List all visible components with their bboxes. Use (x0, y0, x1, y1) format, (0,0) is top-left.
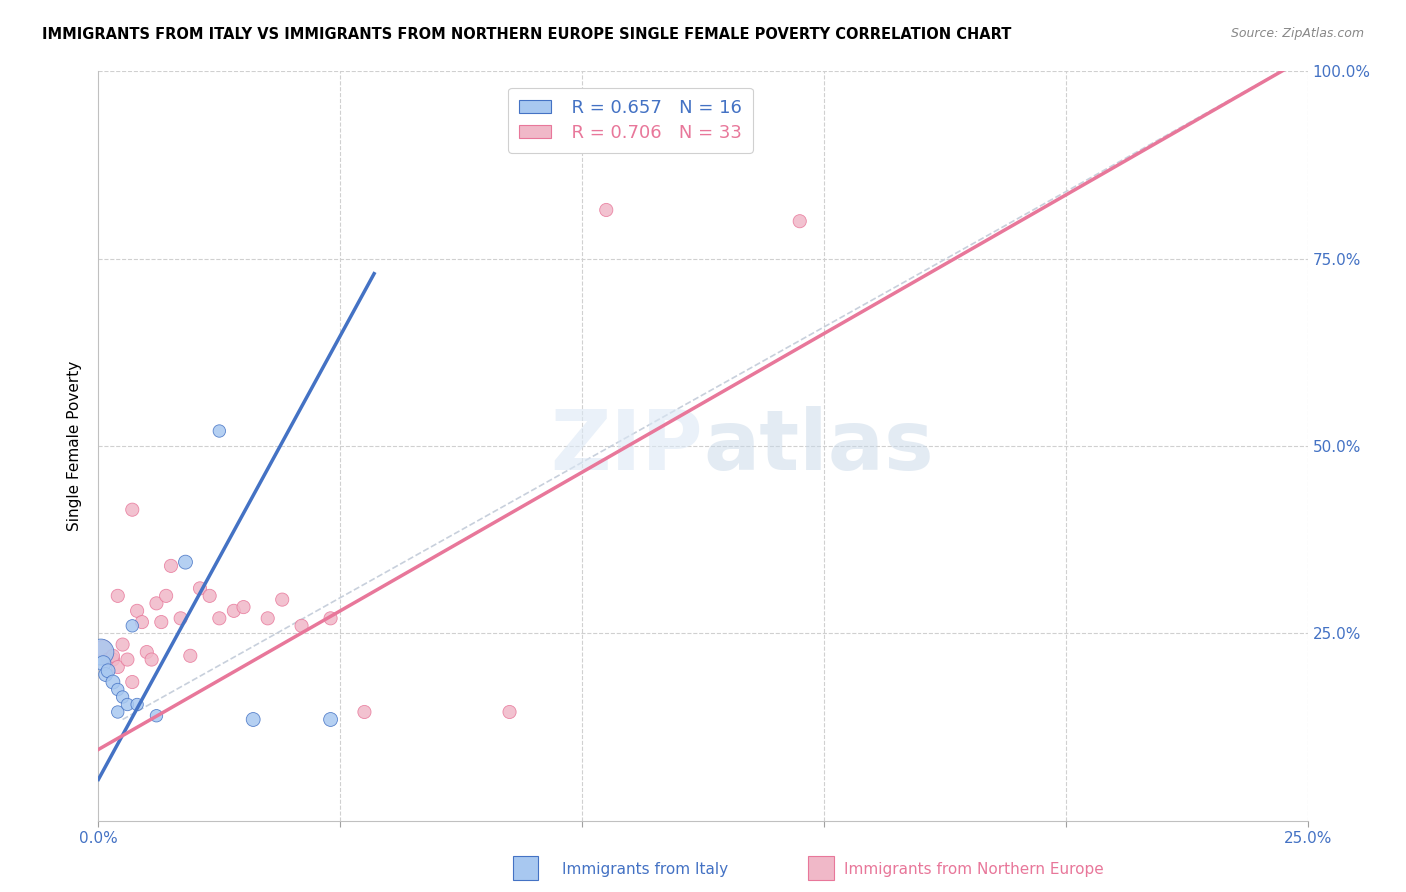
Point (127, 604, 149, 618)
Point (111, 638, 134, 652)
Point (145, 596, 167, 610)
Point (198, 589, 221, 603)
Point (121, 619, 143, 633)
Point (174, 555, 197, 569)
Point (101, 652, 124, 666)
Point (127, 698, 149, 712)
Point (141, 652, 163, 666)
Point (111, 690, 134, 704)
Point (91, 657, 114, 671)
Legend:   R = 0.657   N = 16,   R = 0.706   N = 33: R = 0.657 N = 16, R = 0.706 N = 33 (508, 88, 754, 153)
Point (271, 592, 294, 607)
Point (789, 214, 811, 228)
Point (94, 667, 117, 681)
Text: Immigrants from Northern Europe: Immigrants from Northern Europe (844, 863, 1104, 877)
Point (90, 645, 112, 659)
Point (595, 202, 617, 217)
Point (107, 660, 129, 674)
Point (319, 611, 342, 625)
Point (208, 611, 231, 625)
Point (169, 611, 191, 625)
Point (97, 652, 120, 666)
Point (91, 641, 114, 656)
Point (107, 589, 129, 603)
Point (117, 652, 139, 666)
Point (160, 558, 183, 573)
Point (101, 675, 124, 690)
Point (121, 502, 143, 516)
Point (145, 708, 167, 723)
Text: ZIP: ZIP (551, 406, 703, 486)
Point (222, 604, 245, 618)
Text: Source: ZipAtlas.com: Source: ZipAtlas.com (1230, 27, 1364, 40)
Point (242, 713, 264, 727)
Y-axis label: Single Female Poverty: Single Female Poverty (67, 361, 83, 531)
Point (498, 705, 520, 719)
Text: atlas: atlas (703, 406, 934, 486)
Point (101, 648, 124, 663)
Point (232, 600, 254, 615)
Point (107, 682, 129, 697)
Point (155, 589, 177, 603)
Point (131, 615, 153, 629)
Point (179, 648, 201, 663)
Point (150, 615, 173, 629)
Point (97, 664, 120, 678)
Point (290, 619, 312, 633)
Point (121, 675, 143, 690)
Point (256, 611, 278, 625)
Point (188, 582, 211, 596)
Point (319, 713, 342, 727)
Point (208, 424, 231, 438)
Point (135, 645, 157, 659)
Text: Immigrants from Italy: Immigrants from Italy (562, 863, 728, 877)
Point (117, 698, 139, 712)
Text: IMMIGRANTS FROM ITALY VS IMMIGRANTS FROM NORTHERN EUROPE SINGLE FEMALE POVERTY C: IMMIGRANTS FROM ITALY VS IMMIGRANTS FROM… (42, 27, 1011, 42)
Point (353, 705, 375, 719)
Point (107, 705, 129, 719)
